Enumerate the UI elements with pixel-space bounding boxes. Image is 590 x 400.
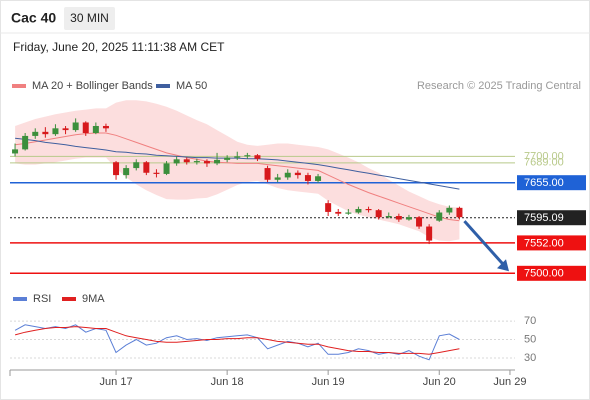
price-level-label: 7689.00 [524,157,564,169]
candle-body [335,211,342,214]
moving-average [15,132,460,222]
candle-body [264,168,271,180]
candle-body [436,212,443,221]
legend-swatch [13,297,27,301]
candle-body [304,175,311,181]
candle-body [12,149,19,154]
x-tick-label: Jun 17 [100,376,133,388]
candle-body [254,155,261,159]
projection-arrowhead [497,259,509,272]
candle-body [173,159,180,164]
candle-body [183,159,190,163]
price-level-box [517,210,586,226]
y-tick-label: 70 [524,315,536,327]
projection-arrow [463,220,506,267]
candle-body [203,161,210,164]
candle-body [92,125,99,133]
interval-button[interactable] [64,7,115,30]
datetime: Friday, June 20, 2025 11:11:38 AM CET [13,40,225,54]
candle-body [395,216,402,220]
candle-body [62,128,69,131]
candle-body [294,172,301,176]
candle-body [244,155,251,157]
candle-body [416,217,423,227]
price-level-label: 7655.00 [524,177,564,189]
candle-body [113,162,120,176]
price-level-label: 7552.00 [524,237,564,249]
price-level-label: 7500.00 [524,268,564,280]
candle-body [375,210,382,218]
legend-label: MA 20 + Bollinger Bands [32,80,153,92]
candle-body [234,156,241,158]
candle-body [456,207,463,218]
x-tick-label: Jun 19 [312,376,345,388]
candle-body [365,209,372,211]
candle-body [274,177,281,180]
candle-body [345,212,352,214]
x-tick-label: Jun 18 [211,376,244,388]
candle-body [214,159,221,164]
candle-body [32,131,39,136]
price-level-label: 7595.09 [524,212,564,224]
bollinger-band [15,100,460,242]
x-tick-label: Jun 20 [423,376,456,388]
candle-body [315,176,322,181]
y-tick-label: 50 [524,333,536,345]
candle-body [405,217,412,220]
price-level-label: 7700.00 [524,150,564,162]
candle-body [42,131,49,135]
candle-body [385,216,392,218]
legend-label: MA 50 [176,80,207,92]
price-level-box [517,265,586,281]
attribution: Research © 2025 Trading Central [417,80,581,92]
indicator-line [14,324,460,361]
x-tick-label: Jun 29 [493,376,526,388]
legend-swatch [12,84,26,88]
legend-label: 9MA [82,293,105,305]
candle-body [325,203,332,212]
legend-swatch [62,297,76,301]
legend-swatch [156,84,170,88]
legend-label: RSI [33,293,51,305]
candle-body [22,135,29,150]
candle-body [123,168,130,176]
candle-body [143,162,150,173]
candle-body [224,157,231,160]
candle-body [446,207,453,213]
candle-body [52,128,59,135]
candle-body [163,163,170,174]
price-level-box [517,175,586,191]
candle-body [72,122,79,131]
candle-body [193,161,200,163]
candle-body [284,172,291,178]
price-level-box [517,235,586,251]
candle-body [133,162,140,169]
candle-body [355,209,362,213]
candle-body [82,122,89,133]
y-tick-label: 30 [524,352,536,364]
candle-body [153,172,160,174]
candle-body [426,226,433,241]
instrument-title: Cac 40 [11,10,56,26]
interval-label[interactable]: 30 MIN [70,11,109,25]
indicator-line [14,326,460,355]
candle-body [102,125,109,129]
